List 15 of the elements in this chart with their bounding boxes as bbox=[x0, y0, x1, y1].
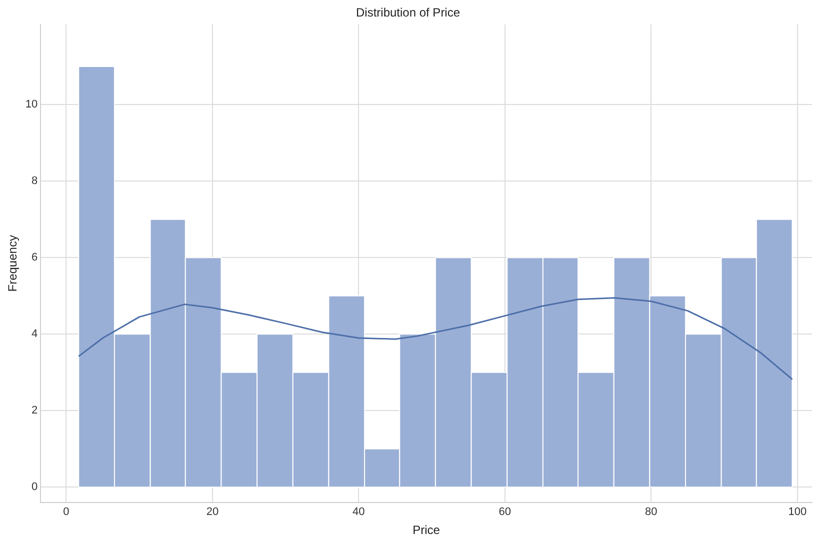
x-tick-label: 0 bbox=[63, 506, 70, 518]
x-tick-label: 60 bbox=[498, 506, 512, 518]
x-tick-label: 100 bbox=[788, 506, 807, 518]
x-tick-label: 40 bbox=[352, 506, 365, 518]
y-axis-title: Frequency bbox=[6, 235, 20, 292]
y-tick-label: 10 bbox=[25, 98, 38, 111]
y-tick-label: 6 bbox=[32, 252, 38, 264]
x-tick-label: 80 bbox=[645, 506, 658, 518]
y-tick-label: 8 bbox=[32, 175, 38, 188]
chart-title: Distribution of Price bbox=[356, 6, 460, 20]
x-axis-title: Price bbox=[412, 523, 440, 538]
x-tick-label: 20 bbox=[206, 506, 219, 518]
y-tick-label: 4 bbox=[32, 328, 38, 340]
y-tick-label: 2 bbox=[32, 404, 38, 417]
y-tick-label: 0 bbox=[32, 481, 38, 494]
